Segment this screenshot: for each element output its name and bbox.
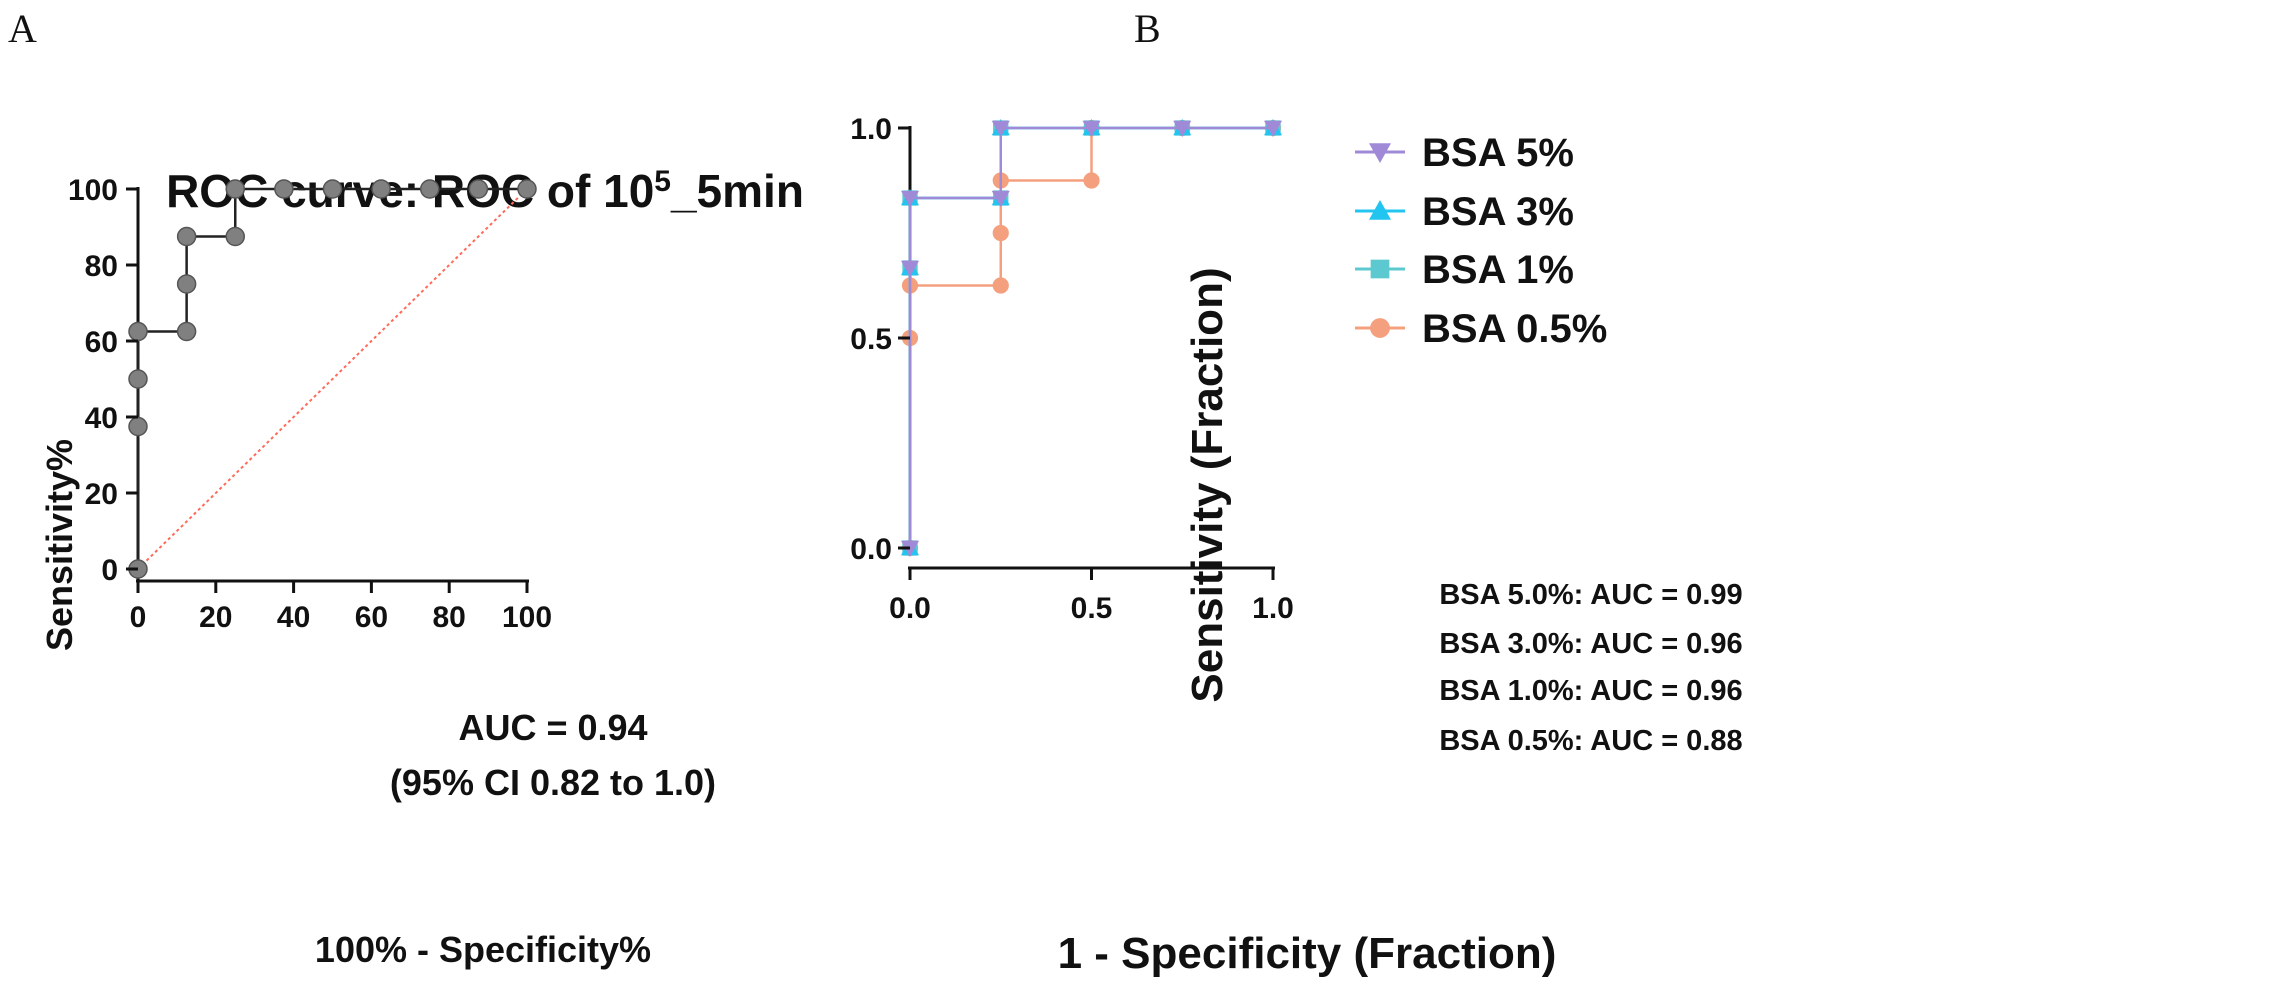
chart-a-roc-point — [225, 179, 245, 199]
chart-b-point-bsa-5 — [991, 190, 1010, 208]
chart-b-ytick-label: 1.0 — [850, 113, 892, 146]
chart-a-roc-point — [274, 179, 294, 199]
chart-a-ytick-label: 20 — [85, 478, 118, 511]
chart-b-auc-annotations: BSA 5.0%: AUC = 0.99 BSA 3.0%: AUC = 0.9… — [1439, 579, 1742, 757]
chart-a-roc-point — [176, 226, 197, 247]
legend-label-bsa-0-5: BSA 0.5% — [1422, 307, 1607, 351]
chart-b-point-bsa-5 — [1264, 120, 1282, 137]
chart-b-xtick-label: 0.0 — [889, 592, 931, 625]
legend-item-bsa-3: BSA 3% — [1355, 190, 1574, 234]
chart-b-auc-line-3: BSA 1.0%: AUC = 0.96 — [1439, 675, 1742, 707]
chart-a-xlabel: 100% - Specificity% — [315, 929, 651, 970]
chart-a-xtick-label: 80 — [433, 601, 466, 634]
chart-a-xtick-label: 100 — [502, 601, 552, 634]
chart-b-auc-line-2: BSA 3.0%: AUC = 0.96 — [1439, 628, 1742, 660]
chart-a-xtick-label: 20 — [199, 601, 232, 634]
chart-b-point-bsa-5 — [991, 120, 1010, 137]
chart-b-point-bsa-5 — [901, 190, 919, 208]
chart-a-roc-point — [128, 369, 148, 389]
chart-a-ylabel: Sensitivity% — [39, 439, 80, 651]
chart-a-roc-point — [371, 179, 391, 199]
legend-label-bsa-5: BSA 5% — [1422, 131, 1574, 175]
chart-b-point-bsa-5 — [1082, 120, 1101, 137]
chart-a-title: ROC curve: ROC of 105_5min — [166, 165, 804, 217]
chart-a-roc-point — [128, 321, 148, 342]
chart-b-line-bsa-5 — [908, 126, 1273, 548]
chart-a-ci-label: (95% CI 0.82 to 1.0) — [390, 762, 716, 803]
legend-marker-bsa-5 — [1369, 143, 1391, 163]
roc-chart-b: 0.0 0.5 1.0 0.0 0.5 1.0 1 - Specificity (Frac… — [850, 113, 1742, 978]
chart-b-point-bsa-0-5 — [1083, 172, 1100, 189]
chart-b-xlabel: 1 - Specificity (Fraction) — [1058, 929, 1557, 978]
chart-a-ytick-label: 80 — [85, 250, 118, 283]
chart-a-roc-point — [176, 321, 197, 342]
chart-a-title-main: ROC curve: ROC of 10 — [166, 165, 654, 217]
legend-label-bsa-1: BSA 1% — [1422, 248, 1574, 292]
chart-b-point-bsa-5 — [901, 260, 919, 277]
legend-marker-bsa-3 — [1369, 200, 1391, 220]
chart-b-xtick-label: 0.5 — [1071, 592, 1113, 625]
panel-a-letter: A — [8, 6, 37, 51]
chart-a-xtick-label: 40 — [277, 601, 310, 634]
chart-a-xtick-label: 0 — [130, 601, 147, 634]
chart-a-ytick-label: 40 — [85, 402, 118, 435]
chart-b-legend: BSA 5% BSA 3% BSA 1% BSA 0.5% — [1355, 131, 1607, 351]
chart-b-auc-line-1: BSA 5.0%: AUC = 0.99 — [1439, 579, 1742, 611]
panel-b-letter: B — [1134, 6, 1161, 51]
chart-a-reference-line — [137, 188, 528, 570]
chart-a-ytick-label: 0 — [101, 554, 118, 587]
chart-b-ytick-label: 0.0 — [850, 533, 892, 566]
chart-a-title-sup: 5 — [654, 165, 671, 198]
chart-a-auc-label: AUC = 0.94 — [458, 707, 647, 748]
chart-a-ticks: 0 20 40 60 80 100 0 20 40 60 80 100 — [68, 174, 552, 634]
chart-b-point-bsa-0-5 — [992, 277, 1009, 294]
chart-a-roc-point — [420, 179, 440, 199]
legend-marker-bsa-1 — [1370, 259, 1390, 279]
chart-b-auc-line-4: BSA 0.5%: AUC = 0.88 — [1439, 725, 1742, 757]
chart-a-axes — [136, 187, 529, 583]
legend-marker-bsa-0-5 — [1370, 318, 1390, 338]
chart-b-ytick-label: 0.5 — [850, 323, 892, 356]
chart-a-series — [128, 179, 537, 579]
chart-a-title-suffix: _5min — [670, 165, 804, 217]
chart-a-ytick-label: 100 — [68, 174, 118, 207]
chart-a-roc-point — [322, 179, 343, 199]
chart-a-roc-point — [225, 226, 245, 247]
chart-b-ticks: 0.0 0.5 1.0 0.0 0.5 1.0 — [850, 113, 1294, 625]
chart-a-xtick-label: 60 — [355, 601, 388, 634]
legend-item-bsa-1: BSA 1% — [1355, 248, 1574, 292]
chart-b-point-bsa-0-5 — [992, 224, 1009, 242]
chart-a-ytick-label: 60 — [85, 326, 118, 359]
roc-chart-a: ROC curve: ROC of 105_5min 0204060801000… — [39, 165, 804, 970]
chart-a-roc-point — [517, 179, 537, 199]
legend-label-bsa-3: BSA 3% — [1422, 190, 1574, 234]
legend-item-bsa-0-5: BSA 0.5% — [1355, 307, 1607, 351]
chart-a-roc-point — [128, 416, 148, 437]
chart-b-xtick-label: 1.0 — [1252, 592, 1294, 625]
legend-item-bsa-5: BSA 5% — [1355, 131, 1574, 175]
chart-b-ylabel: Sensitivity (Fraction) — [1183, 267, 1232, 702]
chart-a-roc-point — [468, 179, 489, 199]
chart-b-point-bsa-5 — [1173, 120, 1192, 137]
chart-a-roc-point — [176, 274, 197, 294]
